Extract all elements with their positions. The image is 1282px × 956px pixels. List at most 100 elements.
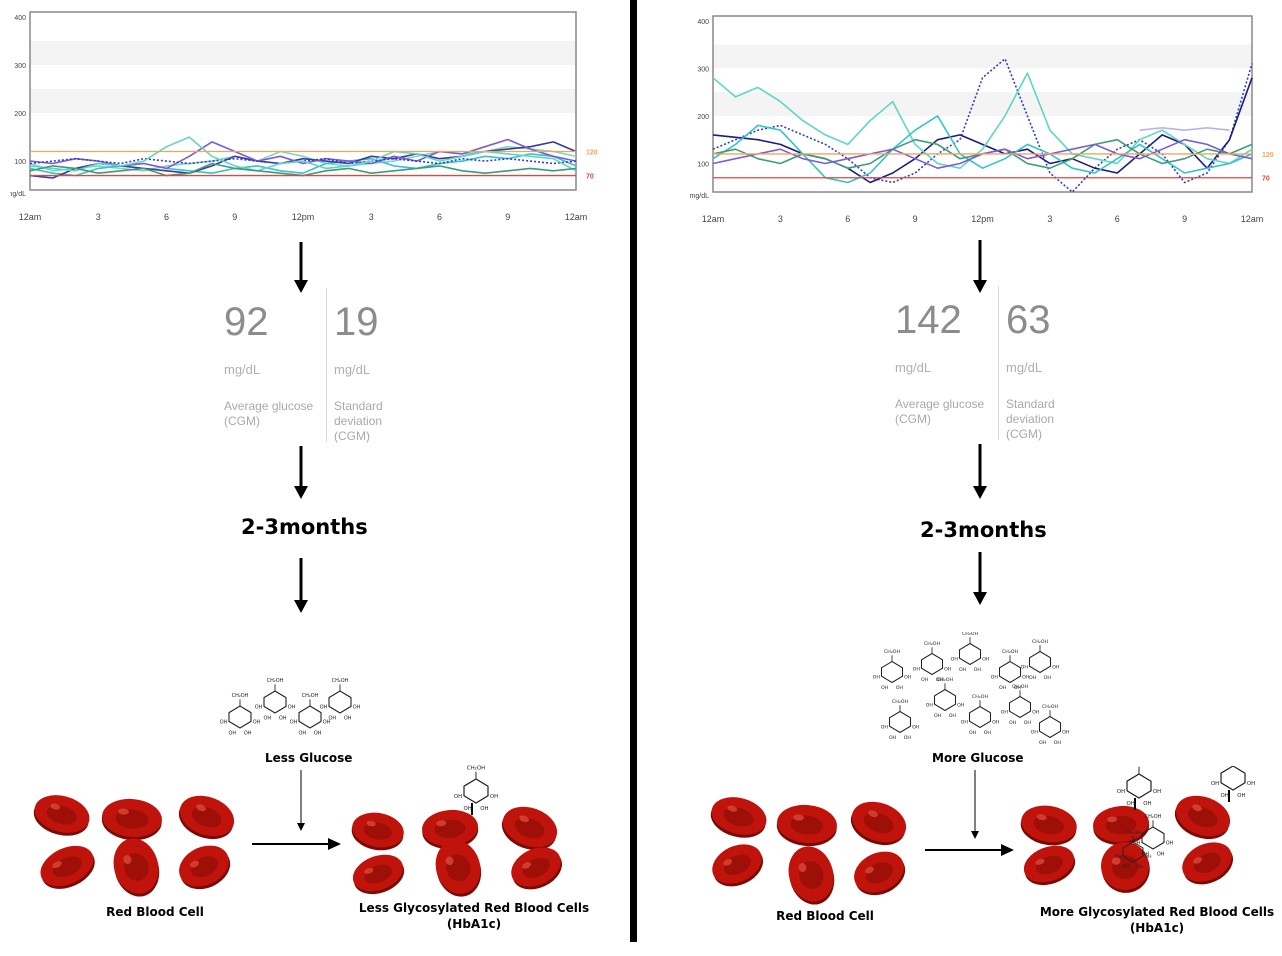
- oh-label: OH: [926, 702, 934, 708]
- x-tick-label: 12pm: [292, 212, 315, 222]
- oh-label: OH: [1126, 801, 1134, 807]
- oh-label: OH: [1143, 801, 1151, 807]
- glycosylated-red-blood-cell-group: CH₂OHOHOHOHOHCH₂OHOHOHOHOHCH₂OHOHOHOHOHC…: [1020, 766, 1255, 893]
- oh-label: OH: [279, 716, 287, 722]
- panel-divider: [630, 0, 637, 942]
- down-arrow: [973, 240, 987, 293]
- oh-label: OH: [1024, 720, 1032, 726]
- x-tick-label: 12am: [702, 214, 725, 224]
- oh-label: OH: [1022, 674, 1030, 680]
- ch2oh-label: CH₂OH: [332, 678, 349, 684]
- oh-label: OH: [1133, 841, 1141, 847]
- red-blood-cell: [776, 804, 837, 847]
- red-blood-cell: [40, 845, 95, 889]
- x-tick-label: 9: [505, 212, 510, 222]
- x-tick-label: 3: [369, 212, 374, 222]
- x-tick-label: 12am: [1241, 214, 1264, 224]
- down-arrow: [294, 242, 308, 293]
- standard-deviation-stat: 19 mg/dL Standard deviation (CGM): [334, 302, 434, 444]
- chart-frame: [712, 15, 1253, 193]
- ch2oh-label: CH₂OH: [924, 641, 940, 647]
- red-blood-cell: [101, 798, 162, 841]
- red-blood-cell: [179, 845, 231, 890]
- average-glucose-stat: 92 mg/dL Average glucose (CGM): [224, 302, 324, 429]
- y-tick-label: 200: [14, 111, 26, 118]
- chart-band: [713, 92, 1252, 116]
- cell-highlight: [868, 810, 878, 818]
- standard-deviation-value: 63: [1006, 298, 1051, 342]
- cell-highlight: [723, 859, 733, 866]
- chart-band: [30, 40, 576, 65]
- cell-highlight: [1193, 857, 1203, 864]
- oh-label: OH: [1052, 664, 1060, 670]
- x-tick-label: 12pm: [971, 214, 994, 224]
- glucose-ring: [1126, 773, 1152, 799]
- ch2oh-label: CH₂OH: [972, 694, 988, 700]
- oh-label: OH: [1062, 729, 1070, 735]
- oh-label: OH: [314, 731, 322, 737]
- chart-frame: [29, 11, 577, 191]
- glucose-chart-low-variability: 100 200 300 400 mg/dL 12am 3 6 9 12pm 3 6 9 12am 120 70: [10, 11, 598, 222]
- oh-label: OH: [999, 685, 1007, 691]
- oh-label: OH: [353, 705, 361, 711]
- oh-label: OH: [1153, 789, 1161, 795]
- red-blood-cell: [113, 838, 160, 897]
- ch2oh-label: CH₂OH: [1032, 639, 1048, 645]
- chart-band: [30, 88, 576, 114]
- cell-highlight: [798, 863, 807, 873]
- red-blood-cell: [1174, 795, 1231, 840]
- oh-label: OH: [944, 666, 952, 672]
- oh-label: OH: [873, 674, 881, 680]
- down-arrow: [973, 444, 987, 499]
- average-glucose-label: Average glucose (CGM): [895, 397, 985, 426]
- oh-label: OH: [913, 666, 921, 672]
- y-unit-label: mg/dL: [690, 193, 710, 200]
- oh-label: OH: [323, 720, 331, 726]
- red-blood-cell: [1020, 805, 1077, 846]
- red-blood-cell: [422, 809, 479, 850]
- ch2oh-label: CH₂OH: [1125, 830, 1140, 836]
- glucose-ring: [933, 688, 957, 712]
- oh-label: OH: [974, 667, 982, 673]
- oh-label: OH: [1220, 793, 1228, 799]
- oh-label: OH: [244, 731, 252, 737]
- x-tick-label: 9: [913, 214, 918, 224]
- oh-label: OH: [1014, 685, 1022, 691]
- oh-label: OH: [904, 674, 912, 680]
- cell-highlight: [865, 866, 874, 874]
- standard-deviation-unit: mg/dL: [334, 362, 371, 377]
- oh-label: OH: [1247, 781, 1255, 787]
- glucose-ring: [1220, 766, 1246, 791]
- oh-label: OH: [949, 713, 957, 719]
- oh-label: OH: [344, 716, 352, 722]
- oh-label: OH: [228, 731, 236, 737]
- glucose-series-line: [712, 72, 1253, 169]
- ch2oh-label: CH₂OH: [892, 699, 908, 705]
- oh-label: OH: [896, 685, 904, 691]
- oh-label: OH: [1044, 675, 1052, 681]
- x-tick-label: 6: [437, 212, 442, 222]
- oh-label: OH: [889, 735, 897, 741]
- average-glucose-unit: mg/dL: [224, 362, 261, 377]
- red-blood-cell: [178, 795, 235, 840]
- red-blood-cell-group: [710, 797, 907, 905]
- cell-highlight: [196, 804, 206, 812]
- oh-label: OH: [961, 719, 969, 725]
- chart-band: [713, 44, 1252, 69]
- glucose-series-line: [1139, 127, 1230, 131]
- glycosylated-cell-caption: Less Glycosylated Red Blood Cells (HbA1c): [358, 901, 590, 931]
- red-blood-cell: [712, 844, 764, 887]
- standard-deviation-stat: 63 mg/dL Standard deviation (CGM): [1006, 300, 1106, 442]
